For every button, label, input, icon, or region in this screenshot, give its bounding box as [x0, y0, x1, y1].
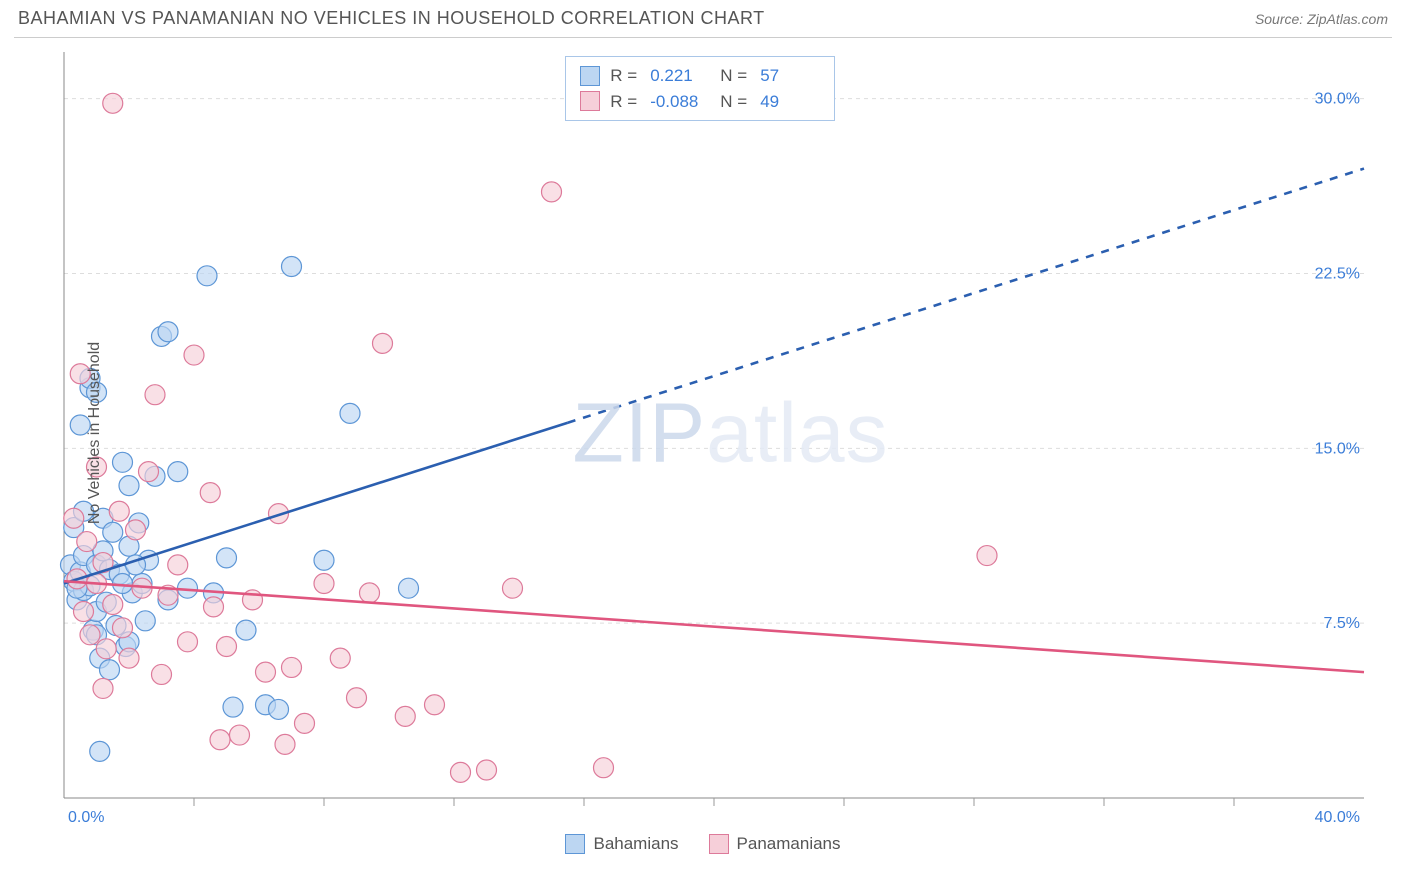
n-value: 57 — [760, 63, 820, 89]
r-label: R = — [610, 89, 640, 115]
legend-swatch — [580, 91, 600, 111]
series-legend-item: Panamanians — [709, 834, 841, 854]
chart-title: BAHAMIAN VS PANAMANIAN NO VEHICLES IN HO… — [18, 8, 765, 29]
r-label: R = — [610, 63, 640, 89]
series-legend: Bahamians Panamanians — [0, 834, 1406, 854]
svg-text:30.0%: 30.0% — [1315, 91, 1360, 108]
n-label: N = — [720, 89, 750, 115]
series-legend-label: Bahamians — [593, 834, 678, 854]
svg-text:7.5%: 7.5% — [1324, 615, 1360, 632]
r-value: -0.088 — [650, 89, 710, 115]
correlation-legend-row: R = -0.088 N = 49 — [580, 89, 820, 115]
chart-header: BAHAMIAN VS PANAMANIAN NO VEHICLES IN HO… — [0, 0, 1406, 35]
scatter-chart: 7.5% 15.0% 22.5% 30.0% 0.0% 40.0% — [14, 38, 1374, 828]
chart-area: No Vehicles in Household ZIPatlas 7.5%15… — [14, 37, 1392, 828]
svg-text:15.0%: 15.0% — [1315, 440, 1360, 457]
legend-swatch — [580, 66, 600, 86]
r-value: 0.221 — [650, 63, 710, 89]
correlation-legend: R = 0.221 N = 57 R = -0.088 N = 49 — [565, 56, 835, 121]
series-legend-label: Panamanians — [737, 834, 841, 854]
y-axis-label: No Vehicles in Household — [86, 342, 104, 524]
legend-swatch — [565, 834, 585, 854]
legend-swatch — [709, 834, 729, 854]
series-legend-item: Bahamians — [565, 834, 678, 854]
chart-source: Source: ZipAtlas.com — [1255, 11, 1388, 27]
correlation-legend-row: R = 0.221 N = 57 — [580, 63, 820, 89]
n-value: 49 — [760, 89, 820, 115]
svg-text:22.5%: 22.5% — [1315, 265, 1360, 282]
svg-text:40.0%: 40.0% — [1315, 809, 1360, 826]
svg-text:0.0%: 0.0% — [68, 809, 104, 826]
n-label: N = — [720, 63, 750, 89]
